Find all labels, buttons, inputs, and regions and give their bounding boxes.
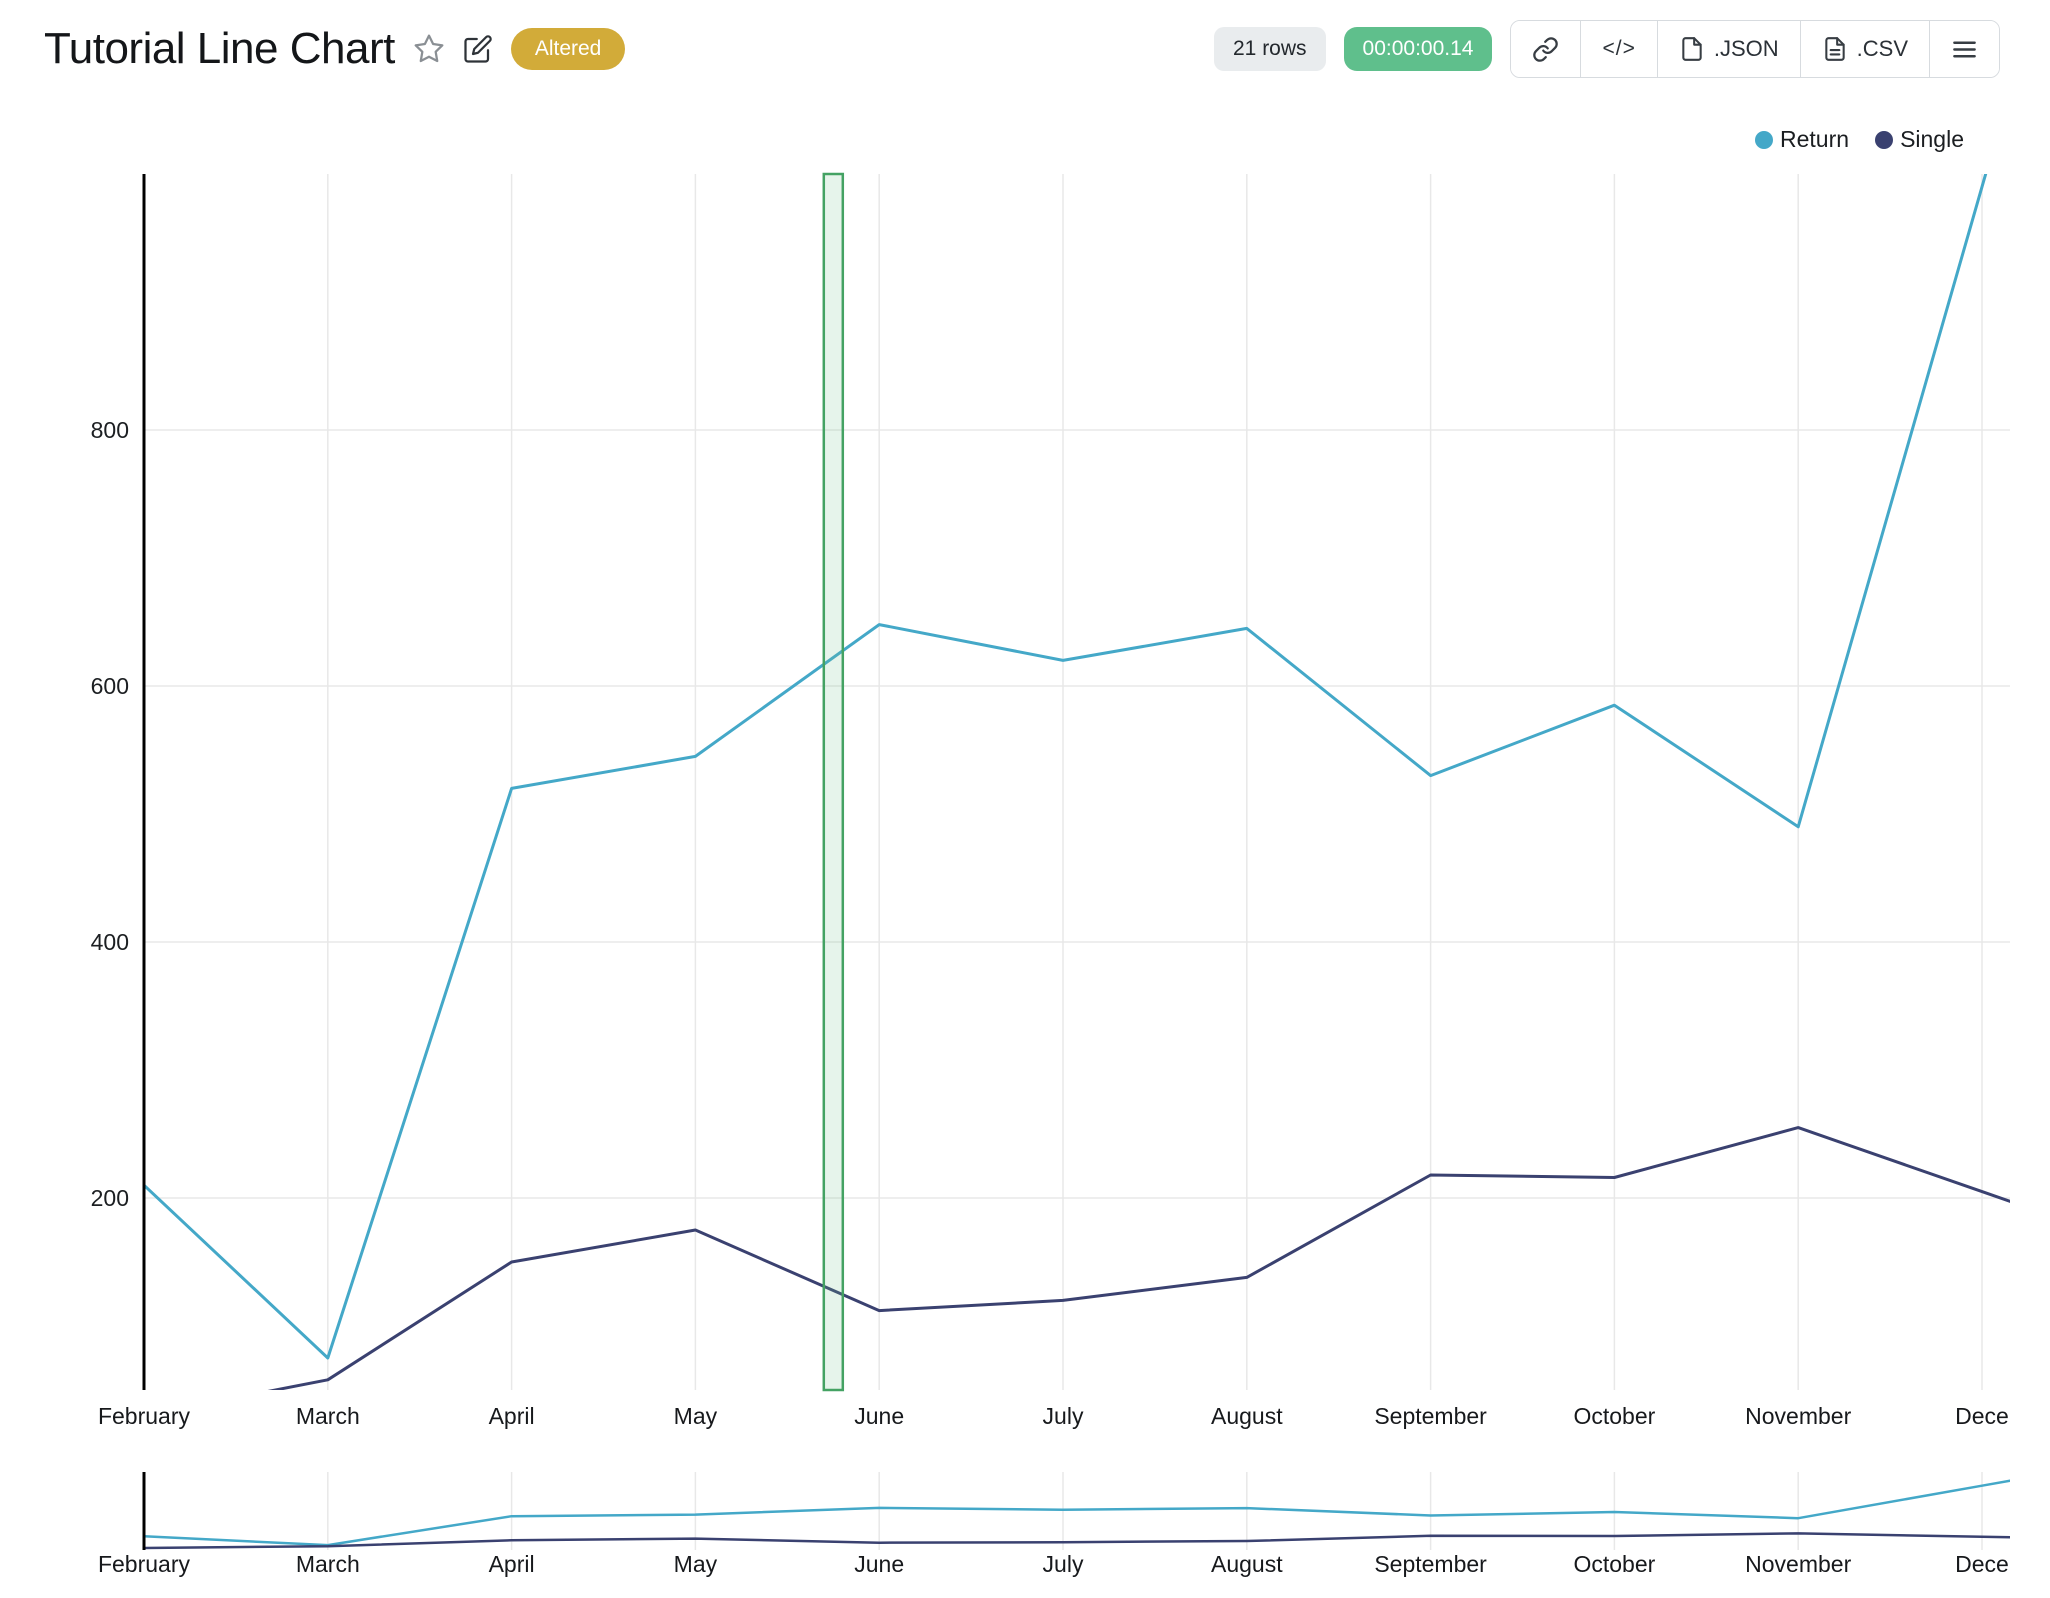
y-tick-label: 600 [91,673,129,699]
legend-item-return[interactable]: Return [1755,126,1849,153]
x-tick-label: September [1374,1403,1487,1429]
x-tick-label: Dece [1955,1551,2009,1577]
series-line-return [144,1479,2010,1547]
x-tick-label: October [1573,1403,1655,1429]
series-line-single [267,1126,2010,1390]
rows-count-badge: 21 rows [1214,27,1326,71]
y-tick-label: 400 [91,929,129,955]
legend-dot-single [1875,130,1894,149]
selection-band[interactable] [822,172,845,1392]
x-tick-label: November [1745,1403,1851,1429]
x-tick-label: June [854,1403,904,1429]
x-tick-label: May [674,1403,718,1429]
x-tick-label: July [1043,1403,1084,1429]
x-tick-label: July [1043,1551,1084,1577]
export-toolbar: </> .JSON .CSV [1510,20,2000,78]
series-line-single [144,1532,2010,1550]
y-tick-label: 800 [91,417,129,443]
x-tick-label: October [1573,1551,1655,1577]
legend-label-return: Return [1780,126,1850,152]
share-link-button[interactable] [1511,21,1581,77]
altered-badge: Altered [510,28,626,70]
x-tick-label: April [489,1551,535,1577]
x-tick-label: April [489,1403,535,1429]
mini-plot: February March April May June July August Septe… [98,1472,2010,1577]
x-tick-label: March [296,1551,360,1577]
json-label: .JSON [1713,36,1779,61]
series-line-return [144,174,1988,1360]
x-tick-label: June [854,1551,904,1577]
csv-file-icon [1824,37,1845,61]
embed-code-button[interactable]: </> [1580,21,1657,77]
edit-icon[interactable] [463,34,493,64]
main-plot: 200 400 600 800 February March April May June Jul… [91,172,2010,1429]
hamburger-menu-icon [1953,41,1976,57]
header: Tutorial Line Chart Altered 21 rows 00:0… [0,0,2050,78]
x-tick-label: November [1745,1551,1851,1577]
download-json-button[interactable]: .JSON [1656,21,1800,77]
query-time-badge: 00:00:00.14 [1343,27,1493,71]
legend-label-single: Single [1900,126,1964,152]
chart-legend: Return Single [1755,126,1964,153]
x-tick-label: August [1211,1551,1283,1577]
x-tick-label: May [674,1551,718,1577]
x-tick-label: August [1211,1403,1283,1429]
link-icon [1533,36,1559,62]
download-csv-button[interactable]: .CSV [1799,21,1929,77]
legend-item-single[interactable]: Single [1875,126,1964,153]
favorite-star-icon[interactable] [413,33,445,65]
x-tick-label: February [98,1403,191,1429]
x-tick-label: Dece [1955,1403,2009,1429]
menu-button[interactable] [1929,21,1999,77]
page-title: Tutorial Line Chart [44,24,395,73]
json-file-icon [1682,37,1702,61]
x-tick-label: February [98,1551,191,1577]
y-tick-label: 200 [91,1185,129,1211]
x-tick-label: March [296,1403,360,1429]
legend-dot-return [1755,130,1774,149]
code-icon: </> [1602,37,1636,60]
csv-label: .CSV [1856,36,1908,61]
x-tick-label: September [1374,1551,1487,1577]
